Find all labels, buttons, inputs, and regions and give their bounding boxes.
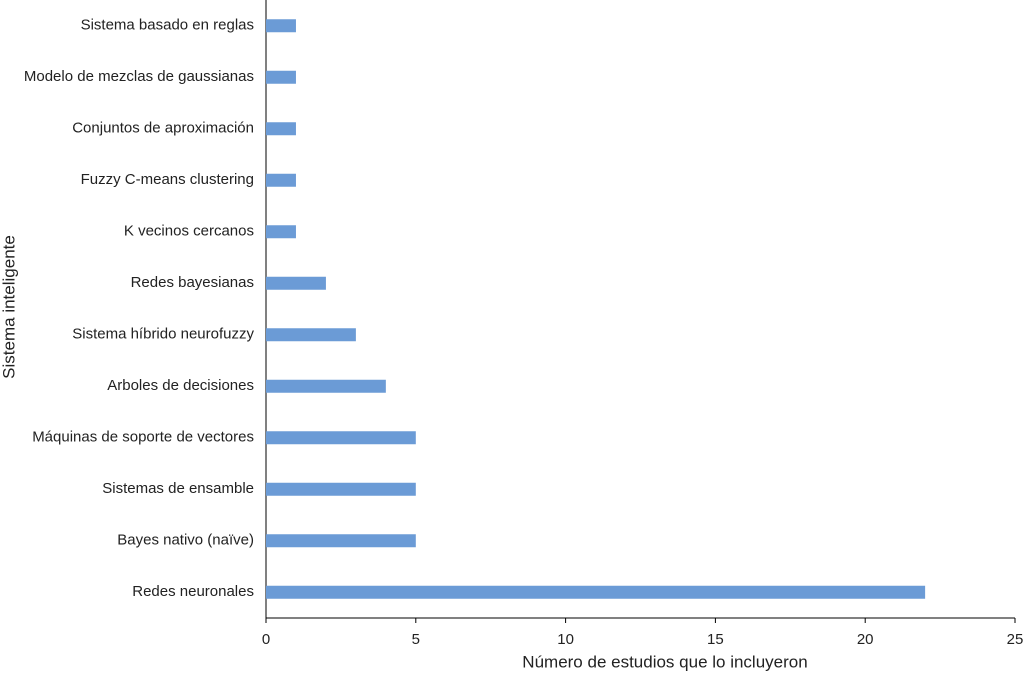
y-tick-label: Máquinas de soporte de vectores — [32, 429, 254, 446]
x-tick-label: 0 — [262, 631, 270, 648]
bar — [266, 379, 386, 393]
x-tick-label: 10 — [557, 631, 574, 648]
x-axis-label: Número de estudios que lo incluyeron — [522, 652, 807, 671]
y-tick-label: Sistema híbrido neurofuzzy — [72, 326, 254, 343]
y-tick-label: Bayes nativo (naïve) — [117, 532, 254, 549]
bar — [266, 19, 296, 33]
y-tick-label: Redes bayesianas — [131, 274, 254, 291]
y-tick-label: Sistema basado en reglas — [81, 17, 254, 34]
y-tick-label: Arboles de decisiones — [107, 377, 254, 394]
y-tick-label: Conjuntos de aproximación — [72, 120, 254, 137]
x-tick-label: 25 — [1007, 631, 1024, 648]
x-tick-label: 15 — [707, 631, 724, 648]
bar — [266, 70, 296, 84]
bar — [266, 122, 296, 136]
y-tick-label: Modelo de mezclas de gaussianas — [24, 68, 254, 85]
bar — [266, 482, 416, 496]
bar — [266, 225, 296, 239]
bar — [266, 276, 326, 290]
y-tick-label: K vecinos cercanos — [124, 223, 254, 240]
y-axis-label: Sistema inteligente — [0, 235, 18, 379]
bar — [266, 173, 296, 187]
y-tick-label: Sistemas de ensamble — [102, 480, 254, 497]
bar — [266, 328, 356, 342]
y-tick-label: Fuzzy C-means clustering — [81, 171, 254, 188]
bar — [266, 534, 416, 548]
bar — [266, 431, 416, 445]
bar — [266, 585, 926, 599]
x-tick-label: 5 — [412, 631, 420, 648]
x-tick-label: 20 — [857, 631, 874, 648]
y-tick-label: Redes neuronales — [132, 583, 254, 600]
